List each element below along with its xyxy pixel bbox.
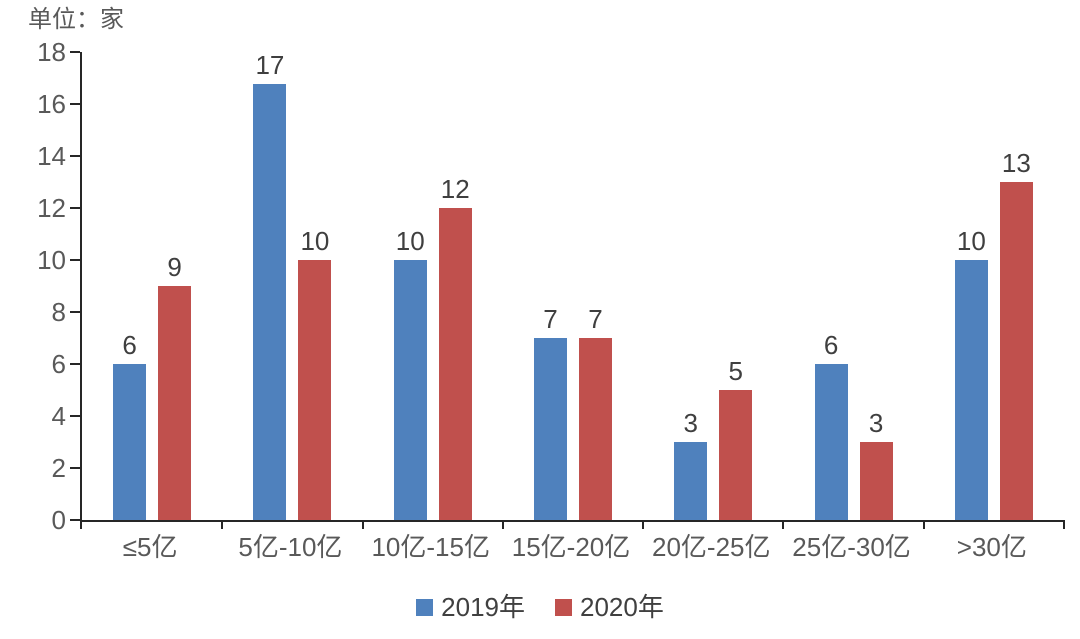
x-axis-category-label: ≤5亿 — [122, 532, 178, 562]
y-axis-tick-mark — [70, 259, 80, 261]
y-axis-tick-label: 0 — [51, 505, 66, 535]
y-axis-tick-mark — [70, 415, 80, 418]
x-axis-category-label: 25亿-30亿 — [792, 532, 911, 562]
bar-data-label: 17 — [255, 50, 285, 80]
x-axis-tick-mark — [221, 520, 224, 529]
bar-group: 17 10 — [222, 52, 362, 520]
legend-label: 2020年 — [580, 592, 664, 622]
x-axis-category-label: 15亿-20亿 — [511, 532, 631, 562]
bar-data-label: 12 — [440, 174, 470, 205]
bar-2020年 — [578, 338, 612, 520]
x-axis-tick-mark — [922, 520, 925, 529]
bar-data-label: 7 — [588, 304, 603, 334]
bar-data-label: 10 — [395, 226, 425, 256]
bar-2019年 — [674, 442, 708, 520]
plot-area: 6 9 17 10 10 12 7 7 3 5 6 3 10 13 — [70, 51, 1065, 529]
y-axis-tick-mark — [70, 311, 80, 314]
legend-item: 2019年 — [416, 594, 525, 620]
y-axis-tick-label: 8 — [51, 297, 66, 327]
unit-label: 单位：家 — [28, 6, 124, 33]
bar-data-label: 6 — [122, 330, 137, 361]
bar-groups: 6 9 17 10 10 12 7 7 3 5 6 3 10 13 — [82, 52, 1064, 520]
bar-data-label: 5 — [728, 356, 743, 386]
x-axis-category-label: 20亿-25亿 — [652, 532, 771, 562]
x-axis-tick-mark — [501, 520, 504, 529]
bar-column: 7 — [533, 52, 567, 520]
x-axis-tick-mark — [642, 520, 645, 529]
x-axis-category-label: >30亿 — [956, 532, 1027, 562]
x-axis-tick-mark — [782, 520, 785, 529]
y-axis-tick-mark — [70, 103, 80, 106]
bar-column: 3 — [859, 52, 893, 520]
bar-column: 6 — [814, 52, 848, 520]
x-axis-tick-mark — [80, 520, 82, 529]
bar-column: 13 — [999, 52, 1033, 520]
bar-column: 7 — [578, 52, 612, 520]
bar-column: 17 — [253, 50, 287, 520]
bar-data-label: 9 — [167, 252, 182, 282]
bar-column: 9 — [158, 52, 192, 520]
y-axis-tick-label: 18 — [37, 37, 66, 67]
bar-2019年 — [533, 338, 567, 520]
bar-2019年 — [954, 260, 988, 520]
bar-2019年 — [814, 364, 848, 520]
bar-2020年 — [719, 390, 753, 520]
bar-column: 12 — [438, 52, 472, 520]
x-axis-tick-mark — [1063, 520, 1065, 529]
bar-group: 10 12 — [363, 52, 503, 520]
legend-swatch-icon — [555, 598, 572, 616]
y-axis-tick-mark — [70, 519, 80, 521]
bar-data-label: 6 — [823, 330, 839, 361]
y-axis-tick-label: 4 — [51, 401, 66, 431]
y-axis-tick-label: 12 — [37, 193, 66, 224]
legend-label: 2019年 — [441, 592, 525, 622]
legend: 2019年 2020年 — [0, 594, 1080, 620]
bar-2020年 — [438, 208, 472, 520]
bar-2019年 — [253, 84, 287, 520]
bar-2019年 — [393, 260, 427, 520]
bar-column: 5 — [719, 52, 753, 520]
x-axis-tick-mark — [361, 520, 364, 529]
y-axis-tick-mark — [70, 207, 80, 210]
y-axis-tick-label: 6 — [51, 349, 66, 380]
bar-column: 10 — [298, 52, 332, 520]
y-axis-tick-mark — [70, 155, 80, 157]
bar-group: 10 13 — [924, 52, 1064, 520]
bar-column: 3 — [674, 52, 708, 520]
bar-data-label: 13 — [1001, 148, 1031, 178]
y-axis-labels: 0 2 4 6 8 10 12 14 16 18 — [0, 39, 66, 533]
y-axis-tick-label: 2 — [51, 453, 66, 483]
bar-data-label: 10 — [300, 226, 330, 256]
y-axis-tick-label: 10 — [37, 245, 66, 275]
legend-item: 2020年 — [555, 594, 664, 620]
bar-data-label: 3 — [683, 408, 698, 439]
x-axis-category-label: 5亿-10亿 — [238, 532, 343, 562]
y-axis-tick-label: 14 — [37, 141, 66, 171]
legend-swatch-icon — [416, 598, 434, 616]
y-axis-tick-mark — [70, 363, 80, 366]
bar-data-label: 3 — [868, 408, 884, 439]
y-axis-tick-label: 16 — [37, 89, 66, 119]
x-axis-category-label: 10亿-15亿 — [371, 532, 490, 562]
bar-2020年 — [298, 260, 332, 520]
y-axis-tick-mark — [70, 51, 80, 53]
bar-2020年 — [158, 286, 192, 520]
bar-column: 10 — [954, 52, 988, 520]
x-axis-labels: ≤5亿 5亿-10亿 10亿-15亿 15亿-20亿 20亿-25亿 25亿-30亿 >30… — [80, 532, 1062, 563]
bar-column: 6 — [113, 52, 147, 520]
bar-2020年 — [859, 442, 893, 520]
bar-2020年 — [999, 182, 1033, 520]
bar-2019年 — [113, 364, 147, 520]
y-axis-tick-mark — [70, 467, 80, 470]
bar-column: 10 — [393, 52, 427, 520]
bar-data-label: 7 — [543, 304, 558, 334]
bar-data-label: 10 — [956, 226, 986, 256]
